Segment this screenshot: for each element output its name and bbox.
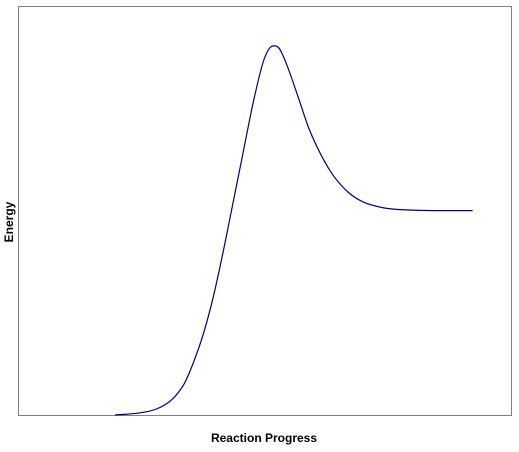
x-axis-label: Reaction Progress <box>211 431 317 445</box>
energy-curve-line <box>114 45 473 416</box>
series-layer <box>114 45 473 416</box>
y-axis-label: Energy <box>2 201 16 242</box>
